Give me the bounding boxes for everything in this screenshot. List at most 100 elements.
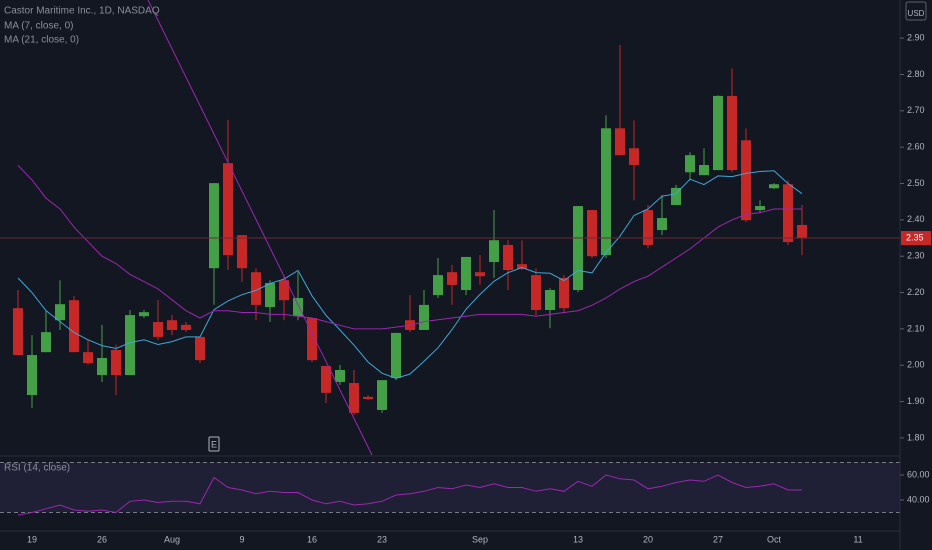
y-tick-label: 2.00 xyxy=(907,360,925,370)
x-tick-label: 27 xyxy=(713,534,723,544)
candle-body xyxy=(559,278,569,309)
candle-body xyxy=(671,187,681,205)
candle-body xyxy=(195,336,205,361)
y-tick-label: 60.00 xyxy=(907,469,930,479)
candle-body xyxy=(307,317,317,361)
x-tick-label: 9 xyxy=(239,534,244,544)
candle-body xyxy=(27,355,37,396)
candle-body xyxy=(181,324,191,330)
candle-body xyxy=(713,95,723,171)
candle-body xyxy=(279,280,289,301)
chart-title: Castor Maritime Inc., 1D, NASDAQ xyxy=(4,6,160,17)
candle-body xyxy=(783,184,793,243)
candle-body xyxy=(41,332,51,353)
candle-body xyxy=(265,283,275,308)
candle-body xyxy=(657,218,667,231)
x-tick-label: Oct xyxy=(767,534,782,544)
x-tick-label: 16 xyxy=(307,534,317,544)
candle-body xyxy=(363,396,373,400)
rsi-title: RSI (14, close) xyxy=(4,463,70,474)
currency: USD xyxy=(908,9,925,18)
y-tick-label: 2.20 xyxy=(907,287,925,297)
candle-body xyxy=(573,206,583,291)
candle-body xyxy=(503,244,513,271)
candle-body xyxy=(69,300,79,353)
x-tick-label: 20 xyxy=(643,534,653,544)
y-tick-label: 1.80 xyxy=(907,432,925,442)
candle-body xyxy=(153,321,163,337)
candle-body xyxy=(629,148,639,165)
rsi-pane xyxy=(0,462,900,516)
candle-body xyxy=(447,272,457,285)
y-tick-label: 2.30 xyxy=(907,251,925,261)
candle-body xyxy=(125,315,135,376)
candle-body xyxy=(97,357,107,376)
candle-body xyxy=(643,210,653,245)
price-pane xyxy=(0,45,900,416)
x-tick-label: 26 xyxy=(97,534,107,544)
last-price-tag xyxy=(901,231,931,246)
candle-body xyxy=(13,308,23,356)
candle-body xyxy=(475,272,485,277)
x-tick-label: Aug xyxy=(164,534,180,544)
legend-ma21: MA (21, close, 0) xyxy=(4,35,79,46)
trend-line xyxy=(147,0,373,456)
ma-line xyxy=(17,170,803,379)
y-tick-label: 2.50 xyxy=(907,178,925,188)
candle-body xyxy=(167,320,177,330)
candle-body xyxy=(55,304,65,321)
candle-body xyxy=(335,369,345,382)
x-tick-label: Sep xyxy=(472,534,488,544)
candle-body xyxy=(461,256,471,291)
event-marker: E xyxy=(211,439,217,449)
candle-body xyxy=(699,164,709,176)
y-tick-label: 2.70 xyxy=(907,105,925,115)
candle-body xyxy=(531,275,541,310)
y-tick-label: 40.00 xyxy=(907,494,930,504)
y-tick-label: 2.90 xyxy=(907,33,925,43)
x-tick-label: 23 xyxy=(377,534,387,544)
candle-body xyxy=(615,128,625,156)
candle-body xyxy=(251,272,261,305)
ma-line xyxy=(17,165,802,330)
candle-body xyxy=(545,290,555,310)
candle-body xyxy=(111,349,121,376)
candle-body xyxy=(685,155,695,173)
candle-body xyxy=(727,95,737,171)
candle-body xyxy=(517,264,527,269)
candle-body xyxy=(321,365,331,393)
candle-body xyxy=(419,304,429,330)
candle-body xyxy=(797,224,807,239)
legend-ma7: MA (7, close, 0) xyxy=(4,21,73,32)
x-tick-label: 19 xyxy=(27,534,37,544)
y-tick-label: 2.80 xyxy=(907,69,925,79)
candle-body xyxy=(769,184,779,189)
candle-body xyxy=(223,163,233,256)
x-tick-label: 11 xyxy=(853,534,862,544)
last-price-label: 2.35 xyxy=(906,232,924,242)
event-marker-box xyxy=(208,436,220,452)
y-tick-label: 2.40 xyxy=(907,214,925,224)
candle-body xyxy=(349,383,359,413)
candle-body xyxy=(601,128,611,256)
x-tick-label: 13 xyxy=(573,534,583,544)
candle-body xyxy=(209,183,219,269)
candle-body xyxy=(755,206,765,211)
y-tick-label: 1.90 xyxy=(907,396,925,406)
candle-body xyxy=(139,312,149,317)
candle-body xyxy=(489,240,499,263)
candle-body xyxy=(433,275,443,296)
rsi-line xyxy=(17,474,802,516)
candle-body xyxy=(377,380,387,410)
rsi-band-fill xyxy=(0,462,900,513)
y-tick-label: 2.10 xyxy=(907,323,925,333)
candle-body xyxy=(391,332,401,378)
candle-body xyxy=(237,235,247,269)
candle-body xyxy=(587,210,597,257)
candle-body xyxy=(293,298,303,317)
candle-body xyxy=(741,140,751,221)
candle-body xyxy=(83,352,93,364)
currency-box[interactable] xyxy=(905,1,927,21)
